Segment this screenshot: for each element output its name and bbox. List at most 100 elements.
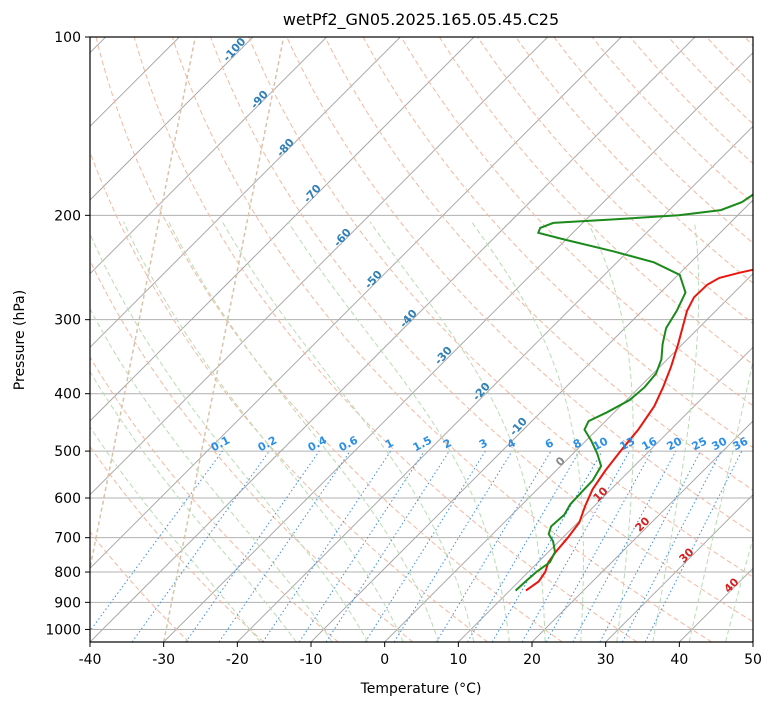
background-lines [90, 37, 753, 642]
mixing-ratio-label: 13 [618, 435, 638, 454]
dry-adiabat-line [171, 37, 712, 642]
dry-adiabat-line [90, 259, 414, 642]
dry-adiabat-line [324, 37, 753, 491]
x-tick-label: 50 [744, 652, 762, 668]
isotherm-line [678, 567, 753, 642]
dry-adiabat-label: -100 [220, 35, 248, 64]
y-tick-label: 300 [54, 313, 81, 329]
mixing-ratio-label: 6 [543, 436, 556, 451]
isotherm-line [457, 346, 753, 642]
dry-adiabat-label: -60 [331, 226, 354, 250]
dry-adiabat-line [90, 150, 488, 642]
isopleth-labels: -100-90-80-70-60-50-40-30-20-100.1 0.2 0.4… [209, 35, 751, 596]
moist-adiabat-line [369, 221, 546, 642]
x-tick-label: 20 [523, 652, 541, 668]
x-tick-label: -20 [226, 652, 249, 668]
mixing-ratio-label: 25 [690, 435, 710, 454]
mixing-ratio-line [262, 450, 392, 642]
dry-adiabat-line [362, 37, 753, 449]
dry-adiabat-line [90, 531, 190, 642]
dry-adiabat-line [95, 37, 563, 642]
y-tick-label: 400 [54, 387, 81, 403]
mixing-ratio-line [185, 450, 320, 642]
moist-adiabat-label: 20 [633, 514, 653, 534]
y-tick-label: 1000 [45, 622, 81, 638]
dry-adiabat-line [744, 37, 753, 47]
isotherm-line [90, 37, 622, 570]
dry-adiabat-label: -40 [397, 307, 420, 331]
isotherm-line [310, 199, 753, 642]
axes: -40 -30 -20 -10 0 10 20 30 40 5010020030040050060… [45, 30, 762, 668]
dry-adiabat-line [553, 37, 753, 244]
x-tick-label: 30 [597, 652, 615, 668]
mixing-ratio-label: 20 [665, 434, 685, 453]
moist-adiabat-line [287, 221, 510, 642]
dry-adiabat-line [477, 37, 753, 325]
mixing-ratio-label: 10 [591, 434, 611, 453]
dry-adiabat-line [400, 37, 753, 407]
dry-adiabat-line [248, 37, 753, 578]
dry-adiabat-line [90, 356, 339, 642]
mixing-ratio-label: 3 [477, 436, 490, 451]
mixing-ratio-label: 36 [731, 434, 751, 453]
plot-frame [89, 36, 754, 643]
isotherm-line [384, 272, 753, 642]
isotherm-line [90, 37, 475, 422]
isotherm-line [236, 125, 753, 642]
moist-adiabat-line [90, 370, 297, 642]
y-axis-label: Pressure (hPa) [12, 290, 28, 390]
moist-adiabat-line [90, 232, 369, 642]
moist-adiabat-line [90, 426, 261, 642]
mixing-ratio-line [644, 450, 743, 642]
profile-lines [514, 193, 753, 592]
mixing-ratio-line [491, 450, 603, 642]
x-tick-label: 40 [670, 652, 688, 668]
moist-adiabat-label: 30 [677, 545, 697, 565]
y-tick-label: 500 [54, 444, 81, 460]
dry-adiabat-line [591, 37, 753, 204]
isotherm-line [90, 37, 696, 642]
y-tick-label: 900 [54, 595, 81, 611]
mixing-ratio-label: 1 [383, 436, 396, 451]
mixing-ratio-line [325, 450, 450, 642]
x-tick-label: -40 [79, 652, 102, 668]
mixing-ratio-line [521, 450, 630, 642]
mixing-ratio-label: 2 [441, 436, 454, 451]
isotherm-line [90, 37, 254, 201]
isotherm-line [605, 493, 753, 642]
dry-adiabat-line [133, 37, 638, 642]
mixing-ratio-label: 8 [571, 436, 584, 451]
reference-curve [162, 37, 285, 642]
mixing-ratio-line [545, 450, 653, 642]
mixing-ratio-line [131, 450, 270, 642]
reference-curve [90, 37, 197, 572]
x-tick-label: -30 [152, 652, 175, 668]
y-tick-label: 200 [54, 208, 81, 224]
moist-adiabat-line [221, 221, 475, 642]
y-tick-label: 600 [54, 491, 81, 507]
x-tick-label: 10 [449, 652, 467, 668]
mixing-ratio-line [572, 450, 677, 642]
isotherm-line [90, 37, 328, 275]
moist-adiabat-line [123, 221, 404, 642]
y-tick-label: 700 [54, 531, 81, 547]
mixing-ratio-label: 30 [710, 434, 730, 453]
mixing-ratio-line [393, 450, 513, 642]
dry-adiabat-label: -30 [432, 344, 455, 368]
dry-adiabat-label: -70 [301, 182, 324, 206]
isotherm-line [163, 51, 753, 642]
mixing-ratio-line [621, 450, 722, 642]
dewpoint-line [514, 193, 753, 592]
dry-adiabat-line [706, 37, 753, 86]
mixing-ratio-line [467, 450, 580, 642]
moist-adiabat-line [471, 221, 584, 642]
mixing-ratio-line [364, 450, 486, 642]
isotherm-line [531, 420, 753, 642]
dry-adiabat-label: -10 [507, 415, 530, 439]
y-tick-label: 800 [54, 565, 81, 581]
isotherm-line [752, 641, 753, 642]
dry-adiabat-line [210, 37, 753, 623]
temperature-line [525, 268, 753, 592]
dry-adiabat-line [438, 37, 753, 365]
